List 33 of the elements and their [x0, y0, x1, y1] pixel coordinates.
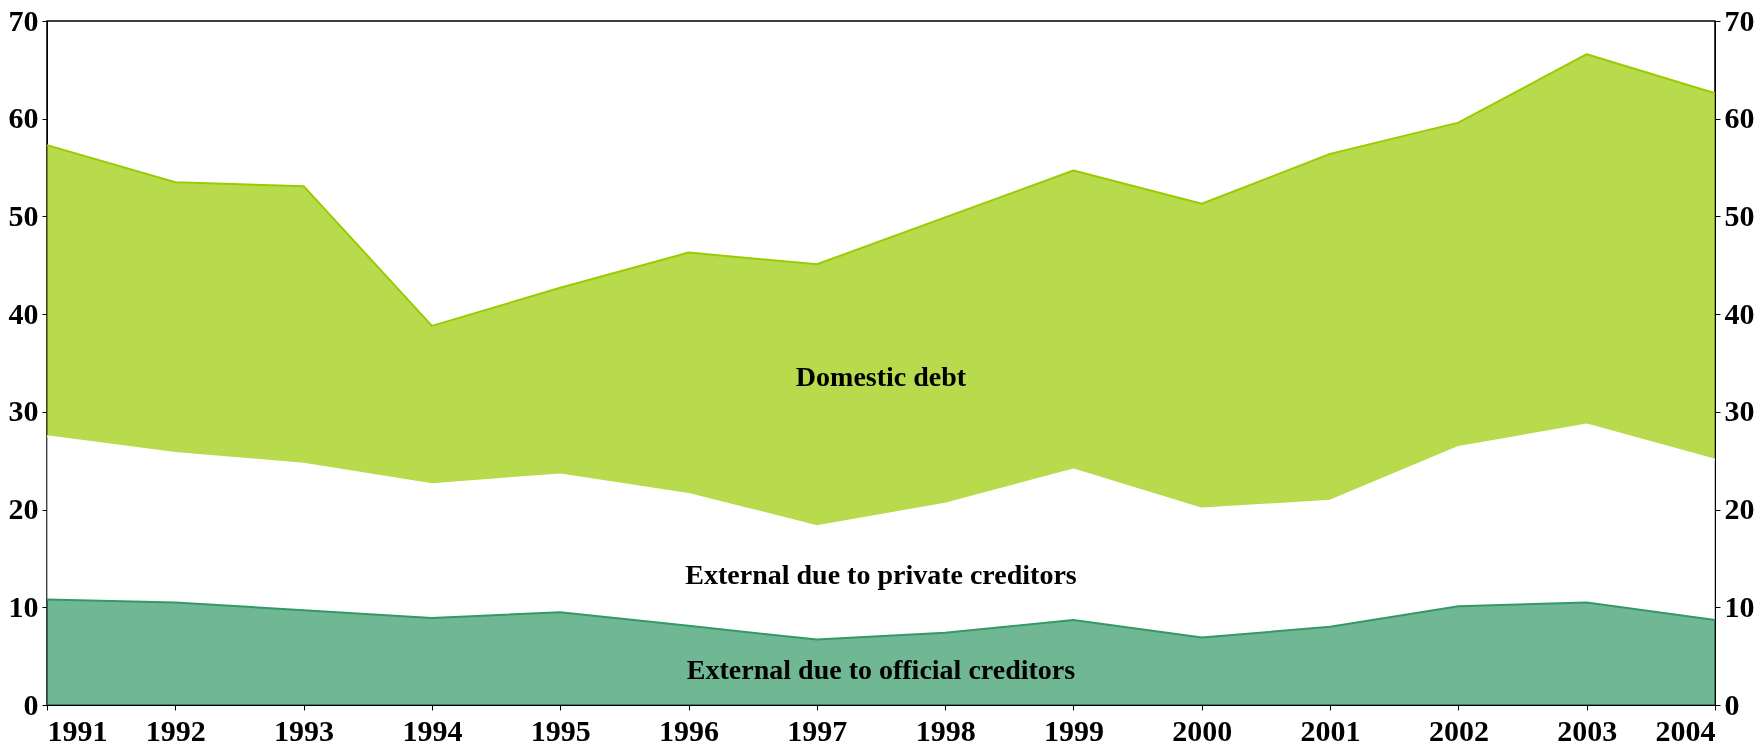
x-tick-label: 2002: [1428, 713, 1489, 747]
y-tick-label: 10: [8, 589, 39, 623]
x-tick-label: 2001: [1300, 713, 1361, 747]
y2-tick-label: 60: [1724, 101, 1755, 135]
x-tick-label: 1995: [530, 713, 591, 747]
series-label: External due to private creditors: [685, 558, 1077, 590]
x-tick-label: 1999: [1043, 713, 1104, 747]
y-tick-label: 20: [8, 492, 39, 526]
y2-tick-label: 70: [1724, 3, 1755, 37]
x-tick-label: 1994: [402, 713, 463, 747]
x-tick-label: 1996: [659, 713, 720, 747]
x-tick-label: 1997: [787, 713, 848, 747]
y2-tick-label: 10: [1724, 589, 1755, 623]
y-tick-label: 60: [8, 101, 39, 135]
x-tick-label: 2000: [1172, 713, 1233, 747]
y-tick-label: 40: [8, 296, 39, 330]
x-tick-label: 2004: [1655, 713, 1716, 747]
y-tick-label: 50: [8, 198, 39, 232]
y2-tick-label: 30: [1724, 394, 1755, 428]
y-tick-label: 30: [8, 394, 39, 428]
series-label: External due to official creditors: [686, 653, 1076, 685]
y2-tick-label: 20: [1724, 492, 1755, 526]
y-tick-label: 0: [23, 687, 39, 721]
x-tick-label: 1991: [47, 713, 108, 747]
y2-tick-label: 40: [1724, 296, 1755, 330]
x-tick-label: 1993: [274, 713, 335, 747]
series-label: Domestic debt: [795, 360, 967, 392]
y2-tick-label: 0: [1724, 687, 1740, 721]
x-tick-label: 1998: [915, 713, 976, 747]
x-tick-label: 2003: [1557, 713, 1618, 747]
y2-tick-label: 50: [1724, 198, 1755, 232]
y-tick-label: 70: [8, 3, 39, 37]
x-tick-label: 1992: [145, 713, 206, 747]
